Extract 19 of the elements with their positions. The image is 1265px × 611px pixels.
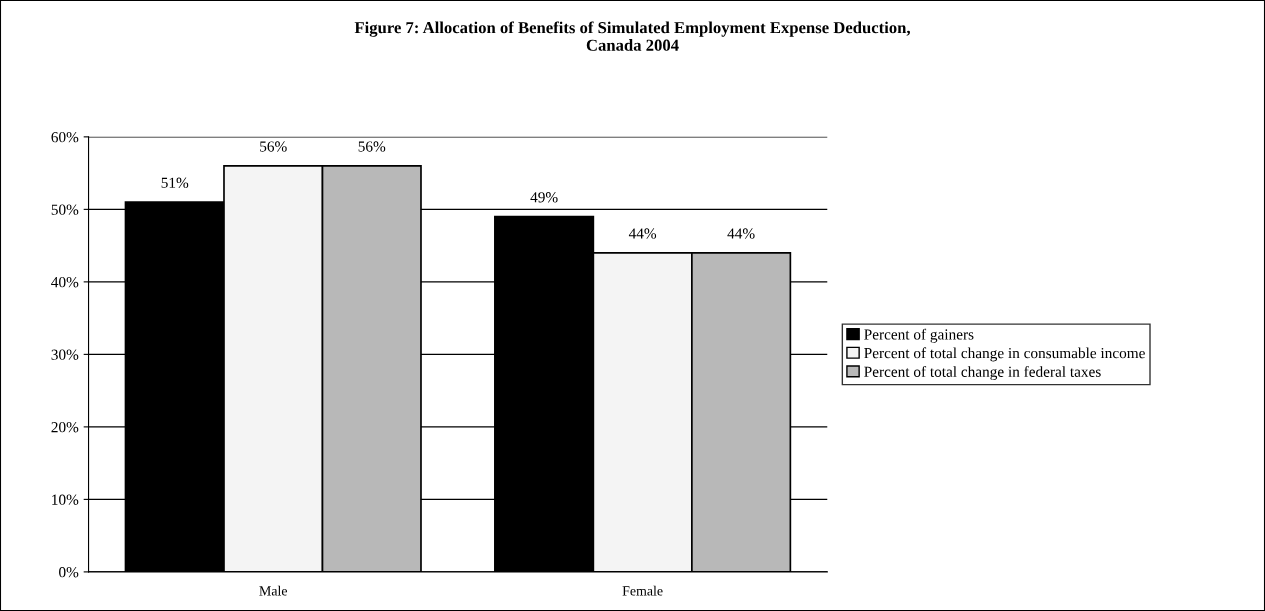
x-tick-label: Male [259, 585, 288, 596]
data-label: 56% [358, 141, 386, 152]
y-tick-label: 50% [51, 204, 79, 215]
data-label: 51% [161, 177, 189, 188]
y-tick-label: 60% [51, 132, 79, 143]
y-tick-label: 10% [52, 494, 79, 505]
x-tick-label: Female [622, 585, 663, 596]
y-tick-label: 20% [51, 422, 79, 433]
legend-label: Percent of total change in federal taxes [864, 365, 1101, 381]
chart-title: Figure 7: Allocation of Benefits of Simulated Employment Expense Deduction, Canada 2004 [354, 21, 910, 51]
data-label: 49% [530, 192, 558, 203]
data-label: 56% [260, 141, 287, 152]
data-label: 44% [628, 228, 657, 239]
y-tick-label: 30% [51, 349, 79, 360]
data-label: 44% [727, 228, 755, 239]
y-tick-label: 0% [59, 567, 79, 578]
y-tick-label: 40% [51, 277, 79, 288]
legend-label: Percent of total change in consumable income [864, 347, 1145, 362]
legend-label: Percent of gainers [864, 328, 974, 343]
